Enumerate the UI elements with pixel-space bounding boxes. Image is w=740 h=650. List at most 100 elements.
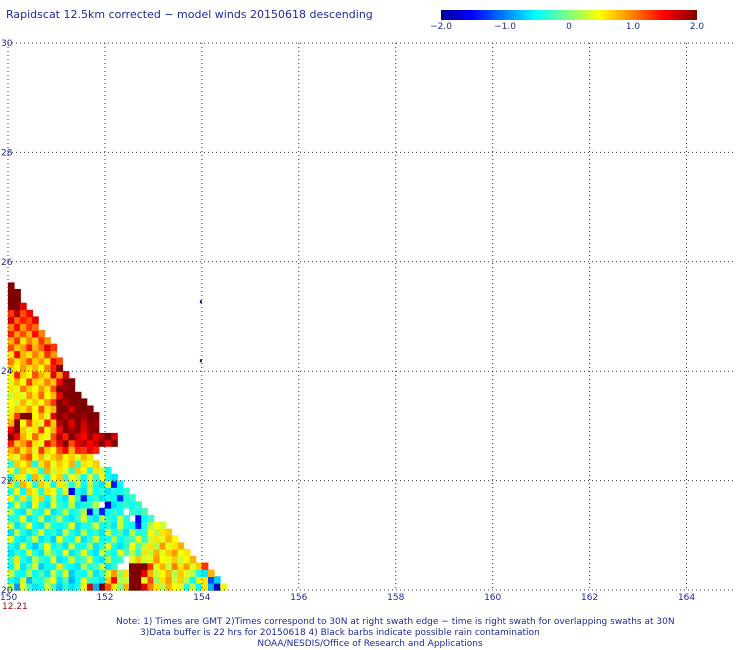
heatmap-cell	[183, 548, 191, 557]
heatmap-cell	[135, 569, 142, 577]
heatmap-cell	[99, 521, 106, 529]
heatmap-cell	[44, 439, 51, 447]
heatmap-cell	[32, 412, 39, 420]
heatmap-cell	[68, 384, 76, 393]
heatmap-cell	[86, 548, 94, 557]
heatmap-cell	[129, 542, 136, 550]
heatmap-cell	[86, 521, 94, 529]
heatmap-cell	[171, 576, 179, 584]
heatmap-cell	[14, 446, 21, 454]
heatmap-cell	[111, 487, 118, 495]
heatmap-cell	[44, 391, 51, 400]
heatmap-cell	[159, 562, 167, 570]
heatmap-cell	[32, 487, 39, 495]
heatmap-cell	[165, 555, 173, 564]
x-tick-label: 164	[678, 593, 695, 600]
heatmap-cell	[159, 548, 167, 557]
heatmap-cell	[86, 466, 94, 475]
heatmap-cell	[92, 412, 100, 420]
heatmap-cell	[74, 473, 82, 482]
heatmap-cell	[116, 555, 124, 564]
heatmap-cell	[99, 514, 106, 523]
heatmap-cell	[86, 405, 94, 413]
heatmap-cell	[68, 473, 76, 482]
heatmap-cell	[74, 535, 82, 543]
heatmap-cell	[20, 576, 27, 584]
heatmap-cell	[50, 343, 58, 352]
heatmap-cell	[171, 583, 179, 591]
heatmap-cell	[171, 569, 179, 577]
heatmap-cell	[14, 378, 21, 386]
heatmap-cell	[38, 446, 46, 454]
heatmap-cell	[44, 343, 51, 352]
heatmap-cell	[147, 569, 155, 577]
heatmap-cell	[147, 521, 155, 529]
heatmap-cell	[171, 535, 179, 543]
heatmap-cell	[7, 425, 15, 434]
heatmap-cell	[99, 494, 106, 502]
heatmap-cell	[80, 453, 88, 461]
heatmap-cell	[14, 514, 21, 523]
heatmap-cell	[7, 439, 15, 447]
heatmap-cell	[68, 528, 76, 536]
heatmap-cell	[208, 576, 215, 584]
heatmap-cell	[56, 528, 63, 536]
heatmap-cell	[7, 487, 15, 495]
heatmap-cell	[99, 528, 106, 536]
heatmap-cell	[62, 501, 70, 509]
heatmap-cell	[7, 378, 15, 386]
heatmap-cell	[86, 583, 94, 591]
heatmap-cell	[20, 548, 27, 557]
heatmap-cell	[80, 528, 88, 536]
heatmap-cell	[14, 528, 21, 536]
heatmap-cell	[50, 555, 58, 564]
heatmap-cell	[26, 528, 33, 536]
heatmap-cell	[92, 439, 100, 447]
heatmap-cell	[50, 371, 58, 379]
heatmap-cell	[147, 576, 155, 584]
colorbar	[441, 10, 697, 20]
heatmap-cell	[14, 576, 21, 584]
heatmap-cell	[44, 494, 51, 502]
heatmap-cell	[129, 548, 136, 557]
heatmap-cell	[68, 391, 76, 400]
heatmap-cell	[123, 569, 130, 577]
heatmap-cell	[74, 507, 82, 516]
heatmap-cell	[14, 480, 21, 488]
heatmap-cell	[56, 473, 63, 482]
heatmap-cell	[62, 576, 70, 584]
heatmap-cell	[86, 473, 94, 482]
heatmap-cell	[56, 453, 63, 461]
heatmap-cell	[7, 337, 15, 345]
heatmap-cell	[74, 555, 82, 564]
heatmap-cell	[74, 391, 82, 400]
heatmap-cell	[14, 460, 21, 468]
heatmap-cell	[123, 521, 130, 529]
heatmap-cell	[38, 350, 46, 359]
heatmap-cell	[62, 583, 70, 591]
heatmap-cell	[44, 398, 51, 406]
heatmap-cell	[111, 528, 118, 536]
wind-marker	[199, 359, 202, 363]
heatmap-cell	[32, 494, 39, 502]
heatmap-cell	[189, 583, 197, 591]
heatmap-cell	[111, 583, 118, 591]
heatmap-cell	[26, 398, 33, 406]
heatmap-cell	[14, 302, 21, 311]
heatmap-cell	[7, 419, 15, 427]
heatmap-cell	[7, 384, 15, 393]
heatmap-cell	[7, 330, 15, 338]
heatmap-cell	[38, 405, 46, 413]
heatmap-cell	[50, 480, 58, 488]
heatmap-cell	[38, 583, 46, 591]
heatmap-cell	[38, 419, 46, 427]
heatmap-cell	[99, 562, 106, 570]
heatmap-cell	[56, 494, 63, 502]
heatmap-cell	[20, 357, 27, 365]
heatmap-cell	[56, 405, 63, 413]
heatmap-cell	[92, 576, 100, 584]
heatmap-cell	[111, 521, 118, 529]
heatmap-cell	[7, 282, 15, 290]
heatmap-cell	[20, 535, 27, 543]
heatmap-cell	[44, 350, 51, 359]
